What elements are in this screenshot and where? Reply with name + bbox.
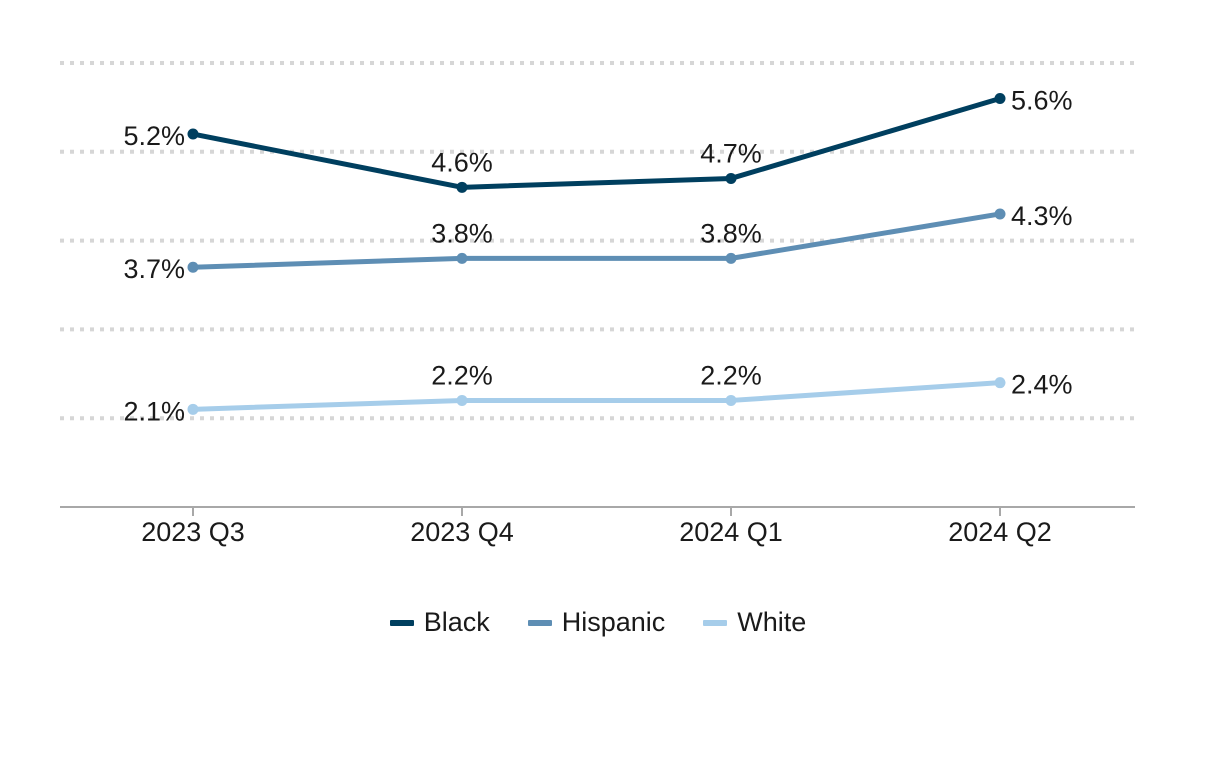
data-point-hispanic xyxy=(187,261,199,273)
x-tick-label: 2024 Q1 xyxy=(679,517,783,547)
series-line-black xyxy=(190,96,1003,190)
line-chart-plot: 2023 Q3 2023 Q4 2024 Q1 2024 Q2 5.2% 4.6% 4.7… xyxy=(60,61,1135,547)
series-line-white xyxy=(190,380,1003,412)
x-axis: 2023 Q3 2023 Q4 2024 Q1 2024 Q2 xyxy=(60,506,1135,547)
data-point-white xyxy=(456,394,468,406)
data-point-black xyxy=(187,128,199,140)
data-label-hispanic: 3.8% xyxy=(700,218,762,248)
x-tick-label: 2023 Q4 xyxy=(410,517,514,547)
legend-item-white: White xyxy=(703,607,806,638)
data-point-hispanic xyxy=(456,252,468,264)
data-point-white xyxy=(187,403,199,415)
gridlines xyxy=(60,61,1135,421)
data-label-hispanic: 4.3% xyxy=(1011,201,1073,231)
data-point-hispanic xyxy=(725,252,737,264)
data-labels: 5.2% 4.6% 4.7% 5.6% 3.7% 3.8% 3.8% 4.3% 2.1% 2.2%… xyxy=(123,86,1072,427)
data-label-black: 5.2% xyxy=(123,121,185,151)
x-tick-label: 2023 Q3 xyxy=(141,517,245,547)
legend-swatch-hispanic xyxy=(527,619,552,626)
series-line-hispanic xyxy=(190,211,1003,270)
data-label-hispanic: 3.7% xyxy=(123,254,185,284)
data-point-white xyxy=(725,394,737,406)
data-point-black xyxy=(994,93,1006,105)
data-label-white: 2.2% xyxy=(700,360,762,390)
data-label-white: 2.4% xyxy=(1011,370,1073,400)
data-label-white: 2.2% xyxy=(431,360,493,390)
series-lines xyxy=(187,93,1006,415)
legend-label-hispanic: Hispanic xyxy=(561,607,666,637)
legend-swatch-black xyxy=(389,619,414,626)
data-point-black xyxy=(456,181,468,193)
data-label-hispanic: 3.8% xyxy=(431,218,493,248)
legend: Black Hispanic White xyxy=(0,607,1196,638)
legend-swatch-white xyxy=(703,619,728,626)
data-point-white xyxy=(994,377,1006,389)
data-point-hispanic xyxy=(994,208,1006,220)
legend-label-white: White xyxy=(737,607,807,637)
legend-label-black: Black xyxy=(423,607,490,637)
data-point-black xyxy=(725,172,737,184)
legend-item-hispanic: Hispanic xyxy=(527,607,666,638)
data-label-white: 2.1% xyxy=(123,396,185,426)
data-label-black: 5.6% xyxy=(1011,86,1073,116)
data-label-black: 4.7% xyxy=(700,138,762,168)
x-tick-label: 2024 Q2 xyxy=(948,517,1052,547)
data-label-black: 4.6% xyxy=(431,147,493,177)
legend-item-black: Black xyxy=(389,607,490,638)
